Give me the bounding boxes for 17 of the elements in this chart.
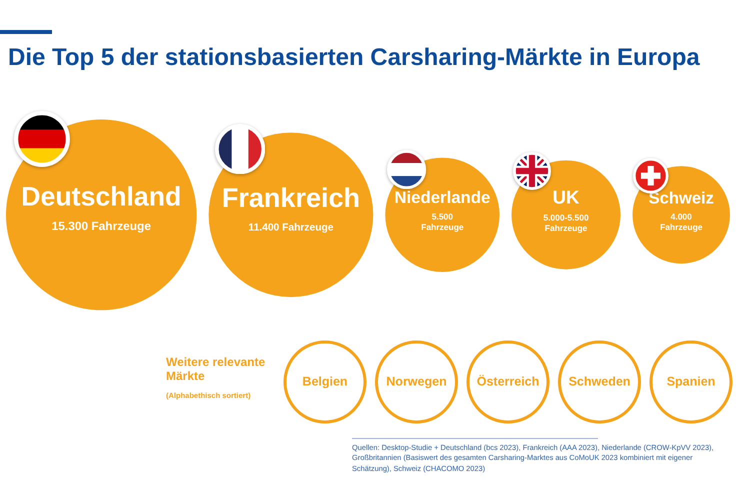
text: Weitere relevante Märkte xyxy=(166,355,266,384)
category-label: Schweiz xyxy=(648,188,714,208)
data-label: 5.500 Fahrzeuge xyxy=(421,211,464,232)
text: Die Top 5 der stationsbasierten Carsharing-Märkte in Europa xyxy=(8,44,700,72)
category-label: Spanien xyxy=(666,374,716,388)
category-label: Belgien xyxy=(302,374,348,388)
data-label: 15.300 Fahrzeuge xyxy=(52,218,152,233)
category-label: UK xyxy=(552,186,580,208)
category-label: Norwegen xyxy=(386,374,447,388)
data-label: 5.000-5.500 Fahrzeuge xyxy=(543,212,589,234)
category-label: Schweden xyxy=(568,374,630,388)
data-label: 11.400 Fahrzeuge xyxy=(248,222,334,234)
category-label: Frankreich xyxy=(222,183,360,214)
data-label: 4.000 Fahrzeuge xyxy=(660,212,703,232)
category-label: Österreich xyxy=(476,374,540,388)
category-label: Niederlande xyxy=(394,188,490,208)
category-label: Deutschland xyxy=(21,181,182,212)
